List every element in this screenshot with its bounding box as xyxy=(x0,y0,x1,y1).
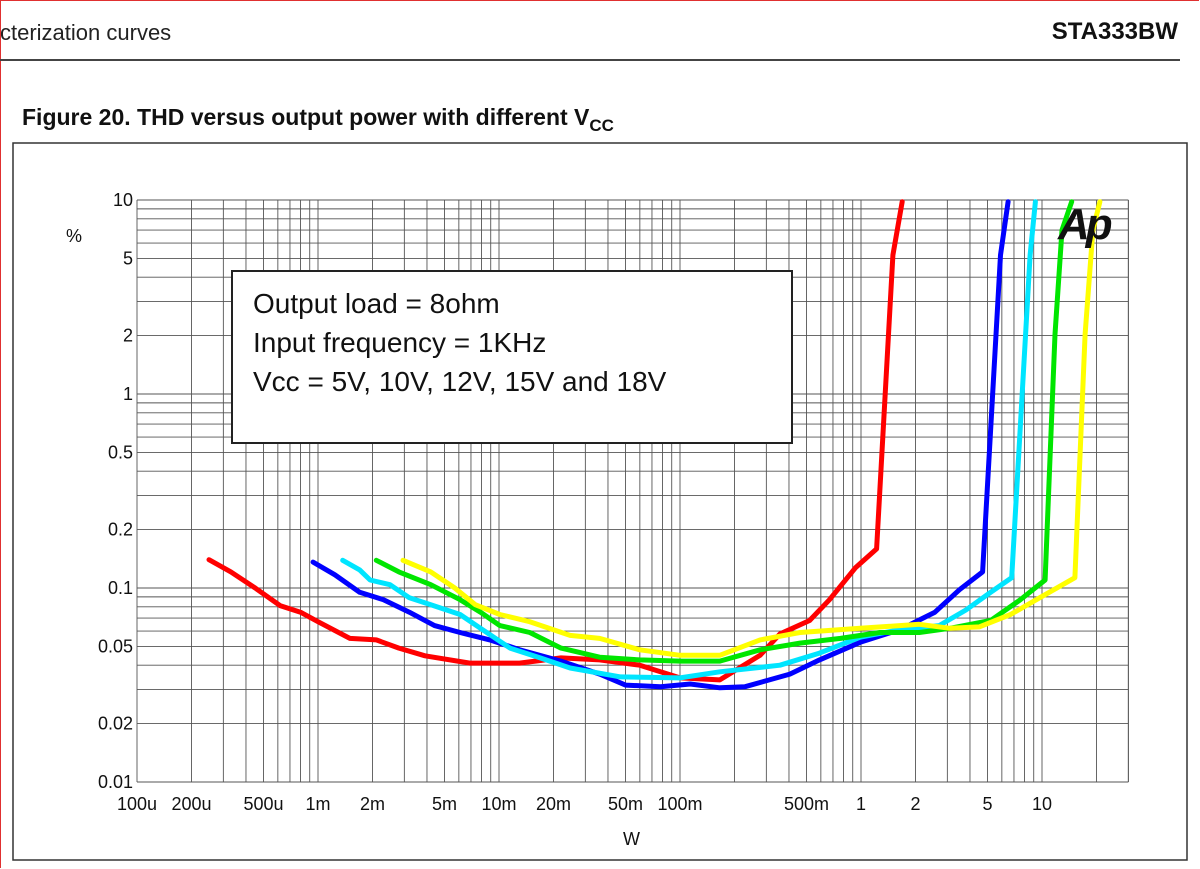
y-tick-label: 5 xyxy=(123,248,133,268)
series-line xyxy=(373,199,1075,664)
annotation-line: Vcc = 5V, 10V, 12V, 15V and 18V xyxy=(253,366,667,397)
figure-title-subscript: CC xyxy=(589,116,614,135)
x-axis-label: W xyxy=(623,829,640,849)
series-line xyxy=(340,199,1038,681)
y-tick-label: 1 xyxy=(123,384,133,404)
x-tick-label: 2m xyxy=(360,794,385,814)
chart-frame xyxy=(12,142,1188,861)
series-lines xyxy=(206,199,1103,691)
x-tick-label: 2 xyxy=(910,794,920,814)
header-divider xyxy=(0,59,1180,61)
x-tick-label: 500u xyxy=(243,794,283,814)
y-tick-label: 0.02 xyxy=(98,714,133,734)
figure-title: Figure 20. THD versus output power with … xyxy=(22,104,614,136)
x-tick-label: 10 xyxy=(1032,794,1052,814)
y-tick-label: 0.1 xyxy=(108,578,133,598)
x-tick-label: 200u xyxy=(171,794,211,814)
series-line xyxy=(310,199,1011,691)
tick-labels: 100u 200u 500u 1m 2m 5m 10m 20m 50m 100m 500m 1 2 5 10… xyxy=(98,190,1052,814)
annotation-box: Output load = 8ohm Input frequency = 1KH… xyxy=(231,270,793,444)
annotation-line: Output load = 8ohm xyxy=(253,288,500,319)
y-tick-label: 0.5 xyxy=(108,442,133,462)
series-line xyxy=(206,199,905,683)
x-tick-label: 1m xyxy=(305,794,330,814)
x-tick-label: 20m xyxy=(536,794,571,814)
x-tick-label: 500m xyxy=(784,794,829,814)
x-tick-label: 5m xyxy=(432,794,457,814)
y-tick-label: 0.05 xyxy=(98,636,133,656)
x-tick-label: 100u xyxy=(117,794,157,814)
figure-title-text: Figure 20. THD versus output power with … xyxy=(22,104,590,130)
y-tick-label: 0.2 xyxy=(108,520,133,540)
x-tick-label: 5 xyxy=(983,794,993,814)
y-tick-label: 10 xyxy=(113,190,133,210)
x-tick-label: 1 xyxy=(856,794,866,814)
x-tick-label: 10m xyxy=(481,794,516,814)
y-tick-label: 0.01 xyxy=(98,772,133,792)
series-line xyxy=(400,199,1103,658)
ap-logo: Ap xyxy=(1058,200,1113,249)
x-tick-label: 50m xyxy=(608,794,643,814)
section-header: cterization curves xyxy=(0,20,172,45)
y-axis-label: % xyxy=(66,226,82,246)
y-tick-label: 2 xyxy=(123,326,133,346)
document-id: STA333BW xyxy=(1051,18,1178,45)
annotation-line: Input frequency = 1KHz xyxy=(253,327,547,358)
x-tick-label: 100m xyxy=(657,794,702,814)
